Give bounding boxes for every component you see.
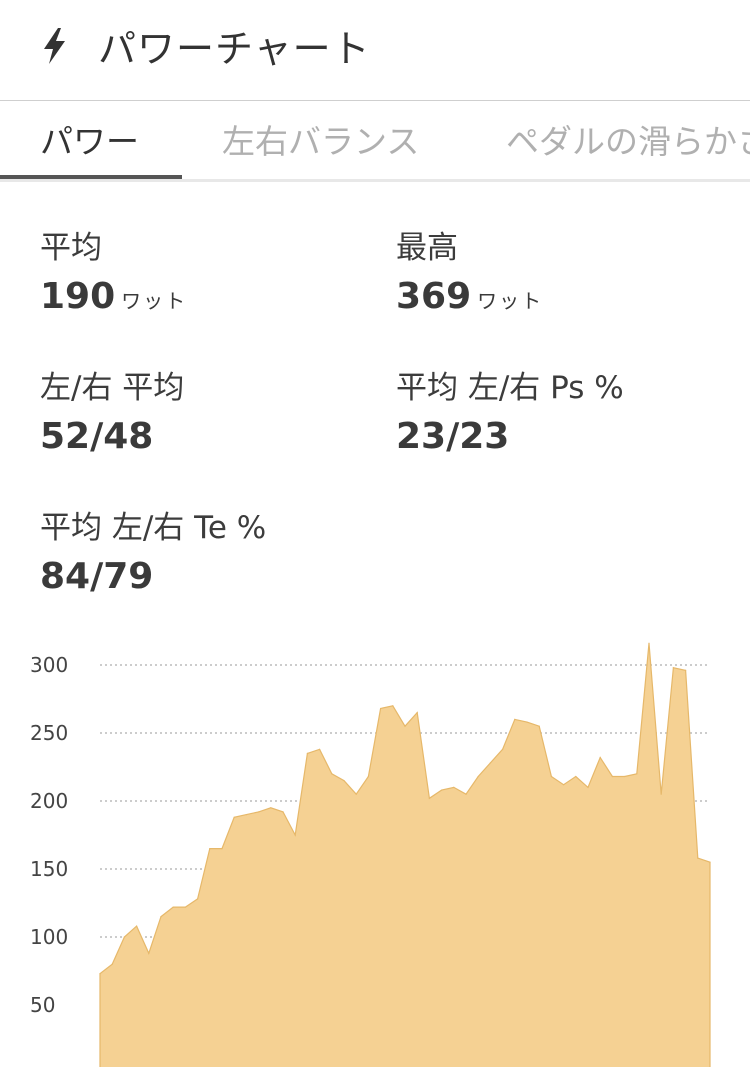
y-tick-label: 150 — [30, 857, 68, 881]
data-point — [477, 775, 479, 778]
data-point — [428, 797, 430, 799]
data-point — [685, 669, 687, 671]
data-point — [160, 916, 162, 918]
ps-value: 23/23 — [396, 416, 510, 457]
avg-power-label: 平均 — [40, 230, 102, 266]
data-point — [184, 906, 186, 908]
lr-avg-label: 左/右 平均 — [40, 370, 185, 406]
data-point — [148, 952, 150, 954]
ps-label: 平均 左/右 Ps % — [396, 370, 624, 406]
y-tick-label: 200 — [30, 789, 68, 813]
data-point — [672, 667, 675, 669]
tab-power[interactable]: パワー — [40, 122, 139, 161]
power-area-series — [99, 643, 711, 1067]
data-point — [282, 811, 284, 813]
y-tick-label: 50 — [30, 993, 55, 1017]
max-power-unit: ワット — [477, 289, 544, 313]
tab-pedal-smoothness[interactable]: ペダルの滑らかさ — [506, 122, 750, 161]
avg-power-value: 190 ワット — [40, 276, 187, 317]
data-point — [526, 721, 528, 723]
data-point — [563, 784, 565, 786]
active-tab-indicator — [0, 175, 182, 179]
data-point — [111, 963, 113, 965]
tab-lr-balance[interactable]: 左右バランス — [222, 122, 420, 161]
data-point — [575, 775, 577, 778]
data-point — [587, 786, 589, 788]
data-point — [404, 725, 406, 727]
data-point — [392, 705, 394, 707]
data-point — [416, 712, 418, 714]
data-point — [197, 898, 199, 900]
data-point — [306, 752, 308, 754]
data-point — [99, 973, 101, 975]
max-power-label: 最高 — [396, 230, 458, 266]
data-point — [636, 773, 638, 775]
data-point — [660, 793, 662, 795]
data-point — [294, 834, 296, 836]
data-point — [367, 775, 369, 778]
lr-avg-value: 52/48 — [40, 416, 154, 457]
data-point — [233, 816, 235, 818]
data-point — [514, 718, 516, 720]
data-point — [343, 780, 345, 782]
te-value: 84/79 — [40, 556, 154, 597]
data-point — [355, 793, 357, 795]
data-point — [502, 748, 504, 750]
data-point — [465, 793, 467, 795]
data-point — [319, 748, 321, 750]
data-point — [709, 861, 711, 863]
tab-bar: パワー 左右バランス ペダルの滑らかさ — [0, 101, 750, 182]
data-point — [441, 789, 443, 791]
data-point — [550, 775, 553, 778]
y-tick-label: 300 — [30, 653, 68, 677]
data-point — [697, 857, 699, 859]
max-power-number: 369 — [396, 276, 472, 317]
data-point — [172, 906, 174, 908]
y-tick-label: 100 — [30, 925, 68, 949]
data-point — [453, 786, 455, 788]
data-point — [611, 775, 614, 778]
data-point — [538, 725, 540, 727]
max-power-value: 369 ワット — [396, 276, 543, 317]
data-point — [599, 756, 601, 759]
y-tick-label: 250 — [30, 721, 68, 745]
data-point — [489, 762, 491, 764]
data-point — [209, 848, 211, 850]
avg-power-number: 190 — [40, 276, 116, 317]
data-point — [331, 773, 333, 775]
data-point — [123, 936, 125, 938]
app-header: パワーチャート — [0, 0, 750, 101]
data-point — [136, 925, 138, 927]
data-point — [380, 707, 382, 710]
power-chart: 50 100 150 200 250 300 — [30, 642, 711, 1067]
data-point — [648, 642, 650, 644]
data-point — [221, 848, 223, 850]
data-point — [624, 775, 626, 778]
bolt-icon — [44, 28, 65, 64]
data-point — [270, 807, 272, 809]
data-point — [258, 811, 260, 813]
data-point — [245, 814, 247, 816]
te-label: 平均 左/右 Te % — [40, 510, 267, 546]
avg-power-unit: ワット — [121, 289, 188, 313]
page-title: パワーチャート — [98, 27, 371, 71]
